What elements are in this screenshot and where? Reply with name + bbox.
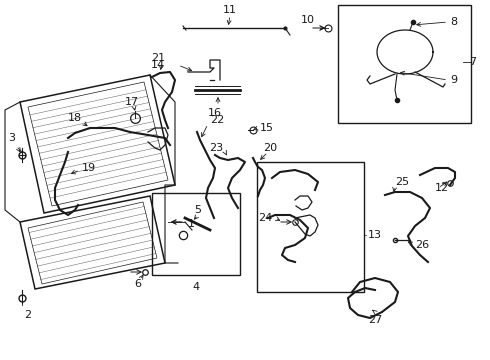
Text: 15: 15 <box>260 123 274 133</box>
Text: 21: 21 <box>151 53 165 63</box>
Text: 27: 27 <box>368 315 382 325</box>
Text: 9: 9 <box>450 75 457 85</box>
Text: 6: 6 <box>134 279 142 289</box>
Text: 3: 3 <box>8 133 16 143</box>
Text: 5: 5 <box>195 205 201 215</box>
Text: 4: 4 <box>193 282 199 292</box>
Text: 7: 7 <box>469 57 477 67</box>
Text: 1: 1 <box>188 219 195 229</box>
Text: 17: 17 <box>125 97 139 107</box>
Text: 11: 11 <box>223 5 237 15</box>
Text: 22: 22 <box>210 115 224 125</box>
Text: 18: 18 <box>68 113 82 123</box>
Text: 8: 8 <box>450 17 457 27</box>
Bar <box>257 162 364 292</box>
Text: 10: 10 <box>301 15 315 25</box>
Text: 14: 14 <box>151 60 165 70</box>
Bar <box>152 193 240 275</box>
Text: 25: 25 <box>395 177 409 187</box>
Bar <box>338 5 471 123</box>
Text: 2: 2 <box>24 310 31 320</box>
Text: 23: 23 <box>209 143 223 153</box>
Text: 16: 16 <box>208 108 222 118</box>
Text: 24: 24 <box>258 213 272 223</box>
Text: 20: 20 <box>263 143 277 153</box>
Text: 26: 26 <box>415 240 429 250</box>
Text: 19: 19 <box>82 163 96 173</box>
Text: 12: 12 <box>435 183 449 193</box>
Text: 13: 13 <box>368 230 382 240</box>
